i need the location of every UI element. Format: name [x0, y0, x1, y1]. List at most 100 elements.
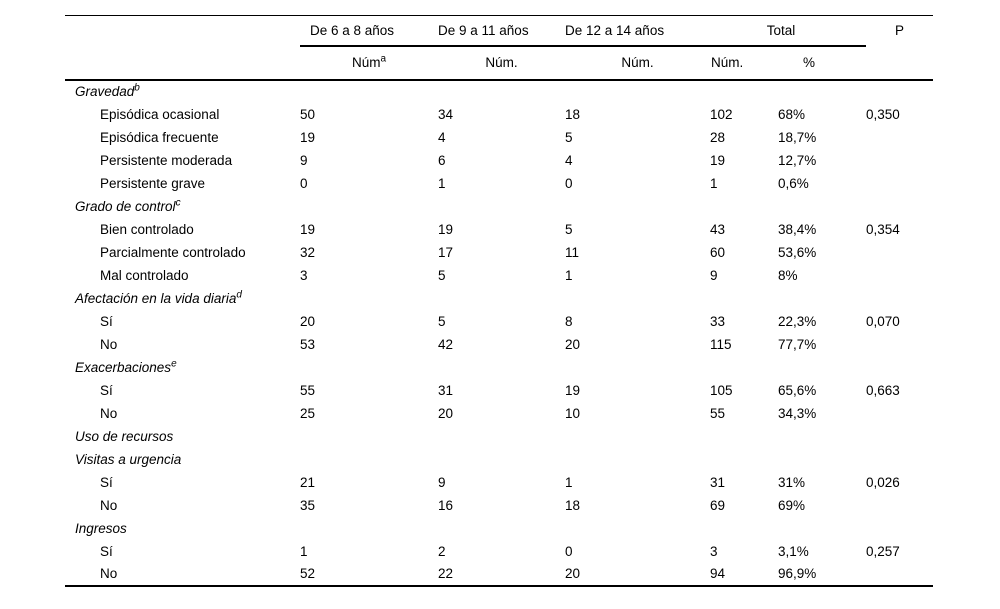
cell-age-12-14	[565, 80, 710, 103]
cell-age-6-8: 0	[300, 175, 308, 191]
table-row: Sí 1 2 0 3 3,1% 0,257	[65, 540, 933, 563]
cell-p	[866, 287, 933, 310]
cell-total-num: 43	[710, 221, 726, 237]
cell-age-6-8: 35	[300, 497, 316, 513]
cell-p	[866, 126, 933, 149]
cell-age-9-11: 16	[438, 497, 454, 513]
cell-total-pct: 22,3%	[778, 313, 817, 329]
col-header-p: P	[894, 23, 904, 39]
row-label: Bien controlado	[100, 221, 194, 237]
row-label: Visitas a urgencia	[75, 451, 182, 467]
cell-total-pct	[778, 80, 866, 103]
cell-total-num: 31	[710, 474, 726, 490]
cell-total-pct: 18,7%	[778, 129, 817, 145]
table-row: Ingresos	[65, 517, 933, 540]
cell-age-6-8: 19	[300, 221, 316, 237]
col-header-age-9-11: De 9 a 11 años	[438, 15, 565, 47]
cell-age-6-8: 20	[300, 313, 316, 329]
cell-age-12-14: 5	[565, 129, 573, 145]
cell-age-12-14: 20	[565, 566, 581, 581]
cell-age-12-14: 8	[565, 313, 573, 329]
cell-age-12-14: 20	[565, 336, 581, 352]
col-header-age-12-14: De 12 a 14 años	[565, 15, 710, 47]
cell-total-num	[710, 195, 778, 218]
cell-total-pct: 68%	[778, 106, 806, 122]
cell-total-num: 105	[710, 382, 733, 398]
cell-age-6-8: 32	[300, 244, 316, 260]
row-label: Afectación en la vida diariad	[75, 289, 242, 306]
cell-age-9-11: 42	[438, 336, 454, 352]
cell-age-9-11: 9	[438, 474, 446, 490]
table-row: Persistente moderada 9 6 4 19 12,7%	[65, 149, 933, 172]
cell-p	[866, 402, 933, 425]
cell-total-pct	[778, 356, 866, 379]
table-row: Mal controlado 3 5 1 9 8%	[65, 264, 933, 287]
cell-age-9-11: 2	[438, 543, 446, 559]
row-label: Mal controlado	[100, 267, 189, 283]
row-label: Sí	[100, 313, 113, 329]
cell-total-num: 9	[710, 267, 718, 283]
cell-age-6-8: 52	[300, 566, 316, 581]
cell-total-pct: 3,1%	[778, 543, 809, 559]
cell-age-12-14: 10	[565, 405, 581, 421]
cell-total-pct	[778, 448, 866, 471]
empty-subheader-cell	[65, 45, 300, 81]
cell-total-num	[710, 517, 778, 540]
row-label: Grado de controlc	[75, 197, 181, 214]
cell-total-pct: 96,9%	[778, 566, 817, 581]
cell-total-num: 115	[710, 336, 732, 352]
col-header-total: Total	[710, 15, 866, 47]
row-label: Sí	[100, 474, 113, 490]
cell-total-pct: 0,6%	[778, 175, 809, 191]
cell-age-12-14	[565, 448, 710, 471]
cell-p: 0,350	[866, 106, 900, 122]
cell-age-6-8	[300, 287, 438, 310]
cell-total-pct	[778, 287, 866, 310]
cell-p	[866, 241, 933, 264]
cell-age-9-11	[438, 517, 565, 540]
cell-age-6-8	[300, 80, 438, 103]
row-label: Episódica ocasional	[100, 106, 220, 122]
cell-age-12-14: 1	[565, 267, 573, 283]
statistics-table: De 6 a 8 años De 9 a 11 años De 12 a 14 …	[65, 15, 933, 587]
cell-p	[866, 425, 933, 448]
cell-total-pct: 12,7%	[778, 152, 817, 168]
cell-total-pct: 53,6%	[778, 244, 817, 260]
table-row: Persistente grave 0 1 0 1 0,6%	[65, 172, 933, 195]
row-label: Exacerbacionese	[75, 358, 177, 375]
row-label: No	[100, 336, 118, 352]
row-label: Ingresos	[75, 520, 127, 536]
cell-age-6-8: 9	[300, 152, 308, 168]
cell-age-12-14: 0	[565, 543, 573, 559]
cell-total-num: 102	[710, 106, 733, 122]
table-row: Episódica ocasional 50 34 18 102 68% 0,350	[65, 103, 933, 126]
cell-total-pct	[778, 425, 866, 448]
cell-age-9-11	[438, 356, 565, 379]
footnote-marker: b	[134, 82, 140, 94]
table-row: No 52 22 20 94 96,9%	[65, 563, 933, 586]
table-row: Bien controlado 19 19 5 43 38,4% 0,354	[65, 218, 933, 241]
cell-p	[866, 494, 933, 517]
table-row: No 35 16 18 69 69%	[65, 494, 933, 517]
cell-age-9-11: 5	[438, 267, 446, 283]
cell-age-12-14: 1	[565, 474, 573, 490]
cell-age-6-8: 55	[300, 382, 316, 398]
row-label: No	[100, 405, 118, 421]
cell-total-num: 3	[710, 543, 718, 559]
cell-age-6-8	[300, 517, 438, 540]
cell-p	[866, 149, 933, 172]
cell-age-12-14	[565, 195, 710, 218]
cell-age-6-8	[300, 356, 438, 379]
cell-age-6-8: 25	[300, 405, 316, 421]
cell-p: 0,663	[866, 382, 900, 398]
table-row: Gravedadb	[65, 80, 933, 103]
row-label: Parcialmente controlado	[100, 244, 246, 260]
cell-age-9-11: 34	[438, 106, 454, 122]
footnote-marker: d	[236, 289, 242, 300]
table-row: Sí 55 31 19 105 65,6% 0,663	[65, 379, 933, 402]
paper-table: De 6 a 8 años De 9 a 11 años De 12 a 14 …	[65, 15, 933, 587]
table-row: Sí 21 9 1 31 31% 0,026	[65, 471, 933, 494]
table-row: Parcialmente controlado 32 17 11 60 53,6%	[65, 241, 933, 264]
cell-total-num	[710, 287, 778, 310]
cell-total-pct: 65,6%	[778, 382, 817, 398]
